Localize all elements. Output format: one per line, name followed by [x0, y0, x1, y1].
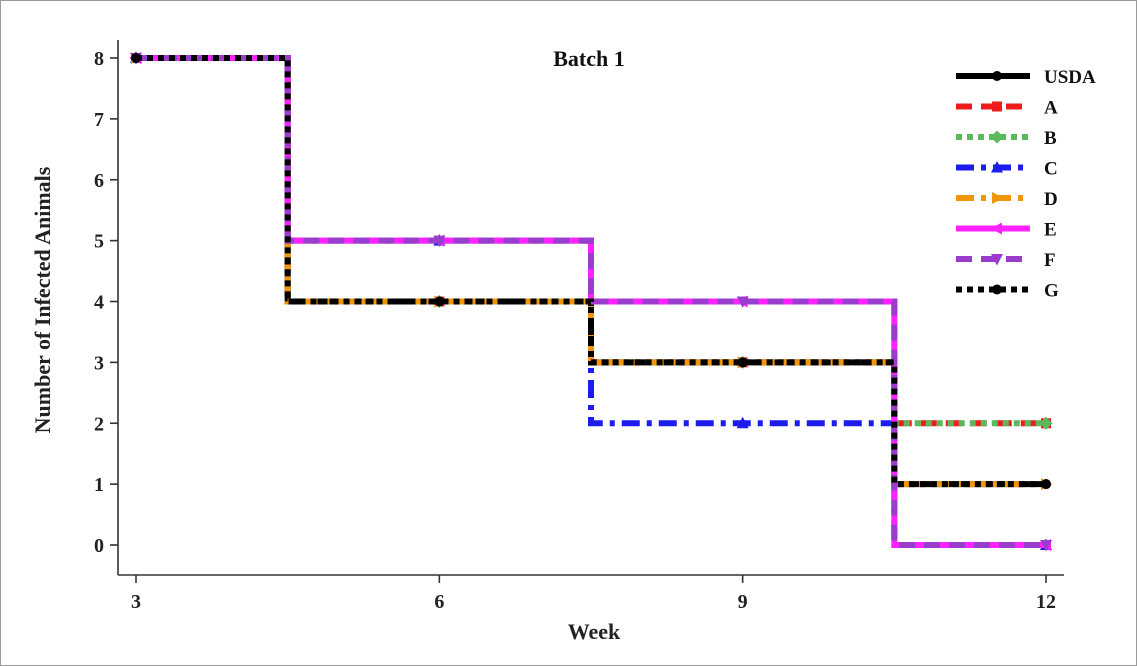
legend-label-b: B — [1044, 128, 1057, 149]
data-point-g — [1041, 479, 1051, 490]
y-tick-label: 3 — [94, 352, 104, 374]
data-point-c — [736, 416, 749, 429]
legend-marker-g — [992, 284, 1002, 295]
x-tick-label: 3 — [131, 591, 141, 613]
data-point-f — [433, 235, 446, 248]
legend-label-usda: USDA — [1044, 67, 1096, 88]
data-point-b — [1039, 416, 1053, 430]
legend-marker-e — [990, 222, 1002, 235]
x-axis-title: Week — [568, 619, 621, 644]
y-axis-title: Number of Infected Animals — [30, 166, 55, 433]
legend-marker-f — [991, 254, 1003, 266]
y-tick-label: 2 — [94, 413, 104, 435]
legend-marker-d — [992, 192, 1004, 204]
y-tick-label: 5 — [94, 231, 104, 253]
legend-label-d: D — [1044, 189, 1058, 210]
data-point-g — [131, 53, 141, 63]
data-point-f — [736, 296, 749, 308]
y-tick-label: 1 — [94, 474, 104, 496]
y-tick-label: 8 — [94, 48, 104, 70]
x-tick-label: 9 — [738, 591, 748, 613]
legend-marker-c — [991, 161, 1003, 173]
y-tick-label: 0 — [94, 535, 104, 557]
y-tick-label: 7 — [94, 109, 104, 131]
x-tick-label: 6 — [434, 591, 444, 613]
x-tick-label: 12 — [1036, 591, 1056, 613]
legend-marker-b — [990, 130, 1004, 144]
legend-label-a: A — [1044, 98, 1058, 119]
data-point-g — [434, 296, 445, 307]
data-point-f — [1040, 540, 1052, 552]
legend-marker-usda — [992, 71, 1002, 81]
data-point-g — [737, 357, 748, 368]
legend-label-f: F — [1044, 250, 1056, 271]
chart-title: Batch 1 — [553, 46, 625, 71]
legend-label-c: C — [1044, 159, 1058, 180]
y-tick-label: 4 — [94, 292, 104, 314]
legend-label-g: G — [1044, 281, 1059, 302]
legend-label-e: E — [1044, 220, 1057, 241]
series-g — [131, 53, 1051, 490]
series-line-g — [136, 55, 1046, 488]
y-tick-label: 6 — [94, 170, 104, 192]
series-layer — [129, 51, 1053, 552]
legend-marker-a — [992, 101, 1002, 112]
